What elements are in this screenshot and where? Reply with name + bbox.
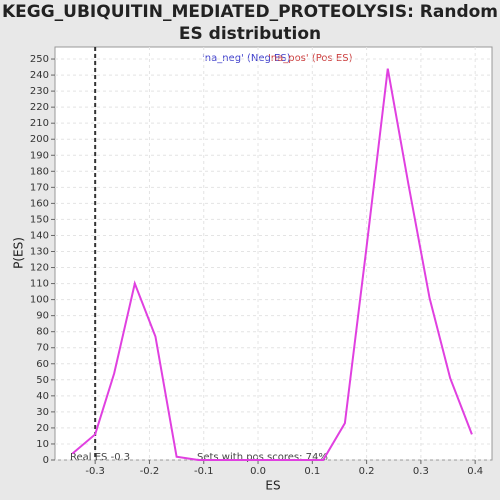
y-tick-label: 90	[36, 311, 49, 322]
data-line	[71, 68, 473, 461]
y-tick-label: 140	[30, 230, 49, 241]
y-tick-label: 100	[30, 295, 49, 306]
y-tick-label: 20	[36, 423, 49, 434]
y-tick-label: 130	[30, 246, 49, 257]
x-tick-label: 0.2	[359, 466, 375, 477]
x-axis-label: ES	[265, 479, 280, 493]
x-tick-label: 0.0	[250, 466, 266, 477]
x-tick-label: -0.3	[85, 466, 105, 477]
plot-area	[54, 46, 493, 461]
x-tick-label: 0.3	[413, 466, 429, 477]
y-tick-label: 10	[36, 439, 49, 450]
y-tick-label: 30	[36, 407, 49, 418]
y-axis-label: P(ES)	[12, 237, 26, 269]
y-tick-label: 80	[36, 327, 49, 338]
y-tick-label: 220	[30, 102, 49, 113]
y-tick-label: 160	[30, 198, 49, 209]
y-tick-label: 50	[36, 375, 49, 386]
y-tick-label: 250	[30, 54, 49, 65]
y-tick-label: 110	[30, 279, 49, 290]
y-tick-label: 180	[30, 166, 49, 177]
x-tick-label: -0.1	[194, 466, 214, 477]
legend-entry: 'na_neg' (Neg ES)	[202, 53, 291, 64]
legend-entry: 'na_pos' (Pos ES)	[268, 53, 353, 64]
annotation: Sets with pos scores: 74%	[197, 452, 328, 463]
x-tick-label: -0.2	[140, 466, 160, 477]
y-tick-label: 240	[30, 70, 49, 81]
y-tick-label: 200	[30, 134, 49, 145]
y-tick-label: 120	[30, 263, 49, 274]
y-tick-label: 210	[30, 118, 49, 129]
y-tick-label: 0	[43, 455, 49, 466]
y-tick-label: 190	[30, 150, 49, 161]
y-tick-label: 230	[30, 86, 49, 97]
y-tick-label: 170	[30, 182, 49, 193]
real-es-label: Real ES -0.3	[70, 452, 130, 463]
y-tick-label: 60	[36, 359, 49, 370]
chart-title: KEGG_UBIQUITIN_MEDIATED_PROTEOLYSIS: Ran…	[2, 2, 498, 22]
y-tick-label: 70	[36, 343, 49, 354]
y-tick-label: 150	[30, 214, 49, 225]
x-tick-label: 0.1	[304, 466, 320, 477]
y-tick-label: 40	[36, 391, 49, 402]
x-tick-label: 0.4	[467, 466, 483, 477]
chart-title: ES distribution	[179, 24, 321, 44]
